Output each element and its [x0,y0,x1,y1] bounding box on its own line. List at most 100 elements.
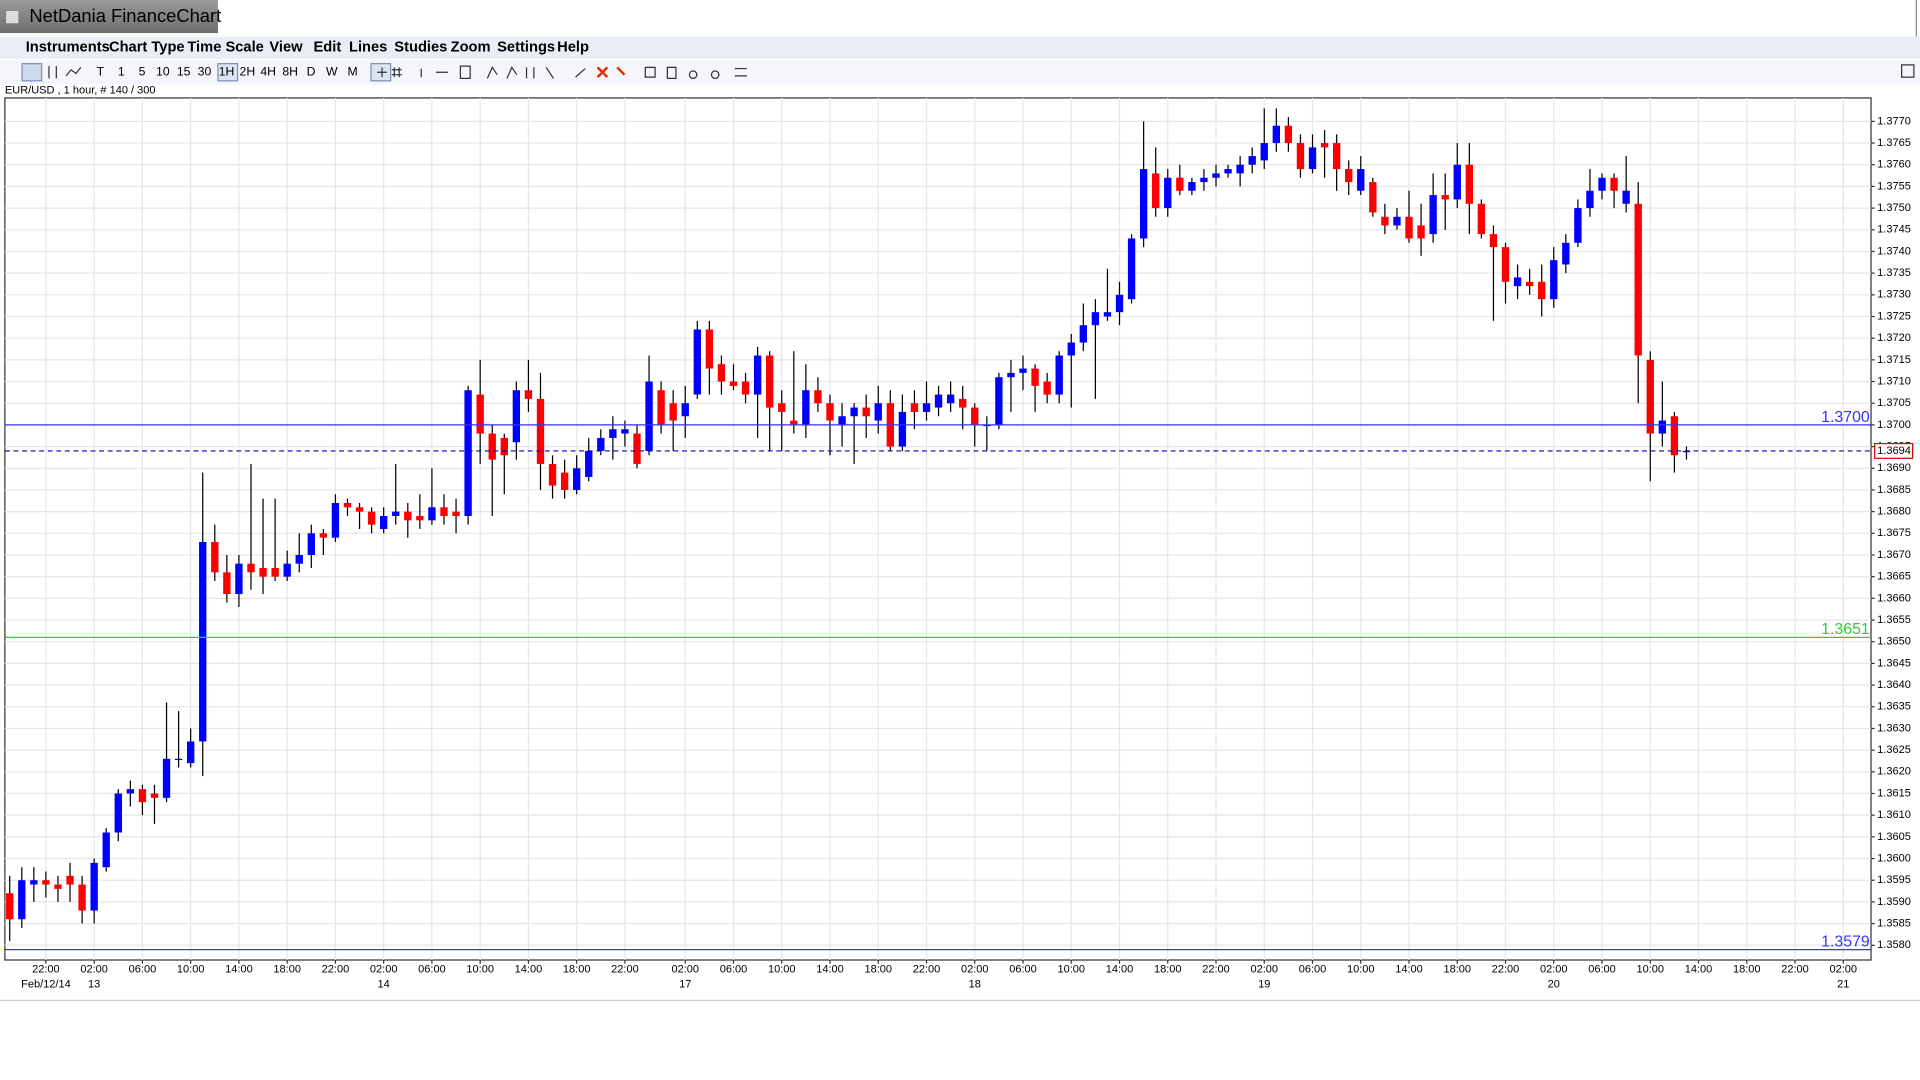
menu-item[interactable]: Edit [313,40,341,56]
x-tick-label: 10:00 [768,964,796,976]
candle-body [1115,294,1124,313]
toolbar-button[interactable]: M [348,64,358,78]
candle-body [18,880,26,920]
y-tick-label: 1.3720 [1877,332,1911,344]
candle-body [235,563,243,595]
y-tick-label: 1.3675 [1877,527,1911,539]
toolbar-button[interactable]: 2H [240,64,256,78]
candle-body [1176,177,1184,191]
x-tick-label: 02:00 [1540,964,1568,976]
candle-body [645,381,653,451]
candle-body [186,741,195,764]
candle-body [1586,190,1594,209]
date-label: 13 [88,978,100,990]
x-tick-label: 06:00 [1299,964,1327,976]
candle-body [1598,177,1606,191]
x-tick-label: 22:00 [913,964,941,976]
candle-body [1055,355,1063,395]
menu-item[interactable]: Studies [394,40,447,56]
candle-body [319,533,328,538]
y-tick-label: 1.3735 [1877,267,1911,279]
tool-button[interactable] [21,63,43,82]
candle-body [78,884,86,911]
toolbar-button[interactable]: W [326,64,338,78]
menu-item[interactable]: Help [557,40,589,56]
icon [48,66,82,79]
candle-body [609,429,617,438]
candle-body [1091,312,1100,326]
toolbar-button[interactable]: 15 [177,64,191,78]
toolbar-button[interactable]: 1H [219,64,235,78]
candle-body [1501,247,1510,282]
toolbar-button[interactable]: D [307,64,316,78]
x-tick-label: 22:00 [1492,964,1520,976]
toolbar-icons [48,64,1915,79]
toolbar-button[interactable]: 5 [139,64,146,78]
menu-item[interactable]: View [269,40,303,56]
candle-body [1405,216,1413,239]
candle-body [271,568,279,577]
toolbar-button[interactable]: 30 [198,64,212,78]
candle-body [331,502,340,538]
x-tick-label: 02:00 [80,964,108,976]
candle-body [247,563,255,573]
menu-item[interactable]: Lines [349,40,387,56]
candle-body [922,403,931,412]
candle-body [946,394,955,404]
toolbar-button[interactable]: 10 [156,64,170,78]
candle-body [959,398,967,408]
tool-button[interactable] [217,63,239,82]
candle-body [1369,182,1377,213]
candle-body [259,568,267,577]
menu-item[interactable]: Settings [497,40,555,56]
icon [616,66,626,76]
candle-body [826,403,834,421]
toolbar-button[interactable]: T [97,64,105,78]
x-tick-label: 18:00 [273,964,301,976]
candle-body [1224,169,1232,174]
y-tick-label: 1.3645 [1877,657,1911,669]
candle-body [30,880,38,885]
candle-body [669,403,677,421]
y-tick-label: 1.3670 [1877,549,1911,561]
app-icon [6,11,19,24]
y-tick-label: 1.3655 [1877,614,1911,626]
icon [596,66,609,79]
candle-body [90,862,98,911]
date-label: 14 [378,978,390,990]
candle-body [862,407,870,417]
candle-body [428,507,436,521]
candle-body [1381,216,1389,226]
x-tick-label: 14:00 [1106,964,1134,976]
x-tick-label: 06:00 [1588,964,1616,976]
candle-body [379,515,388,529]
candle-body [1103,312,1112,317]
menu-item[interactable]: Zoom [451,40,491,56]
menu-item[interactable]: Instruments [26,40,110,56]
candle-body [1284,125,1293,144]
y-tick-label: 1.3615 [1877,787,1911,799]
toolbar-button[interactable]: 4H [260,64,276,78]
toolbar-button[interactable]: 1 [118,64,125,78]
x-tick-label: 22:00 [1781,964,1809,976]
candle-body [223,572,231,595]
date-label: Feb/12/14 [21,978,71,990]
candle-body [42,880,50,885]
menu-item[interactable]: Chart Type [109,40,185,56]
candle-body [1610,177,1618,191]
toolbar [0,60,1920,85]
candle-body [850,407,858,417]
menu-item[interactable]: Time Scale [187,40,263,56]
y-tick-label: 1.3685 [1877,484,1911,496]
level-label: 1.3579 [1821,933,1870,950]
candle-body [500,437,508,456]
toolbar-button[interactable]: 8H [282,64,298,78]
candle-body [440,507,448,516]
candle-body [1658,420,1667,434]
candle-body [1031,368,1039,386]
date-label: 20 [1548,978,1560,990]
candle-body [838,416,846,425]
y-tick-label: 1.3665 [1877,571,1911,583]
y-tick-label: 1.3600 [1877,852,1911,864]
candle-body [741,381,750,395]
